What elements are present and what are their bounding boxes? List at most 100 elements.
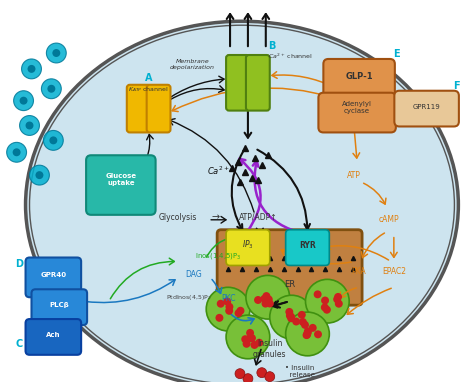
Circle shape [285,308,293,316]
Text: • Insulin
  release: • Insulin release [285,365,315,378]
Text: →: → [211,212,219,222]
Circle shape [255,339,263,347]
Circle shape [49,136,57,144]
Circle shape [41,79,61,99]
FancyBboxPatch shape [226,230,270,265]
Text: C: C [16,339,23,349]
Text: GPR40: GPR40 [40,272,66,278]
Circle shape [287,313,295,321]
Circle shape [304,329,311,337]
FancyBboxPatch shape [226,55,250,111]
Text: EPAC2: EPAC2 [382,267,406,277]
Text: Membrane
depolarization: Membrane depolarization [170,59,215,70]
Circle shape [243,374,253,383]
Text: $Ca^{2+}$: $Ca^{2+}$ [207,165,229,177]
Text: Adenylyl
cyclase: Adenylyl cyclase [342,101,372,114]
Circle shape [225,307,233,315]
Circle shape [286,312,329,356]
Ellipse shape [26,21,458,383]
Text: Ptdlnos(4,5)P$_2$: Ptdlnos(4,5)P$_2$ [165,293,211,302]
Circle shape [7,142,27,162]
Circle shape [235,369,245,379]
FancyBboxPatch shape [217,230,362,305]
Text: D: D [16,259,24,270]
Text: E: E [393,49,400,59]
Circle shape [216,314,223,322]
Text: cAMP: cAMP [379,215,399,224]
FancyBboxPatch shape [146,85,171,133]
Circle shape [263,298,271,306]
Text: B: B [268,41,275,51]
Text: Inos(1,4,5)P$_3$: Inos(1,4,5)P$_3$ [195,251,242,261]
Circle shape [250,341,258,349]
Circle shape [246,329,254,337]
Circle shape [206,287,250,331]
Circle shape [334,293,342,301]
Circle shape [314,290,321,298]
Text: Glycolysis: Glycolysis [159,213,197,222]
Circle shape [309,324,317,332]
Text: $K_{ATP}$ channel: $K_{ATP}$ channel [128,85,169,93]
Text: F: F [453,81,460,91]
FancyBboxPatch shape [31,289,87,325]
Circle shape [314,331,322,338]
Circle shape [321,296,329,304]
FancyBboxPatch shape [323,59,395,99]
FancyBboxPatch shape [246,55,270,111]
Circle shape [223,298,231,305]
Circle shape [46,43,66,63]
Circle shape [262,300,270,308]
Circle shape [304,327,312,336]
Circle shape [235,309,243,317]
Circle shape [263,292,270,300]
FancyBboxPatch shape [286,230,329,265]
Circle shape [265,295,273,303]
Text: ATP/ADP↑: ATP/ADP↑ [238,213,277,222]
Circle shape [298,311,306,319]
Text: A: A [145,73,153,83]
Circle shape [241,335,249,343]
Text: GPR119: GPR119 [413,104,440,110]
Circle shape [246,275,290,319]
Circle shape [302,331,310,339]
Circle shape [243,340,251,348]
Text: $Ca^{2+}$ channel: $Ca^{2+}$ channel [268,52,313,61]
Circle shape [254,296,262,304]
Circle shape [27,65,36,73]
FancyBboxPatch shape [26,319,81,355]
Circle shape [237,307,245,315]
Text: $IP_3$: $IP_3$ [242,239,254,251]
Text: GLP-1: GLP-1 [345,72,373,81]
Text: PLCβ: PLCβ [49,302,69,308]
Circle shape [323,306,331,314]
Text: ER: ER [284,280,295,289]
FancyBboxPatch shape [26,257,81,297]
Circle shape [22,59,41,79]
Circle shape [333,295,341,303]
Text: ATP: ATP [347,171,361,180]
Circle shape [52,49,60,57]
Circle shape [19,116,39,136]
Circle shape [321,303,329,311]
Circle shape [226,315,270,359]
FancyBboxPatch shape [394,91,459,126]
Circle shape [47,85,55,93]
Circle shape [248,334,256,342]
Circle shape [226,303,233,311]
Circle shape [335,300,343,308]
Circle shape [257,368,267,378]
Circle shape [44,131,63,150]
FancyBboxPatch shape [127,85,151,133]
Circle shape [299,318,307,326]
Text: DAG: DAG [185,270,202,279]
Text: Glucose
uptake: Glucose uptake [105,173,137,186]
Circle shape [303,331,311,339]
Circle shape [292,318,300,326]
Circle shape [306,279,349,323]
Circle shape [287,314,295,322]
Circle shape [270,295,313,339]
Circle shape [26,121,34,129]
Circle shape [260,295,268,303]
Circle shape [36,171,44,179]
Text: PKC: PKC [221,294,235,303]
